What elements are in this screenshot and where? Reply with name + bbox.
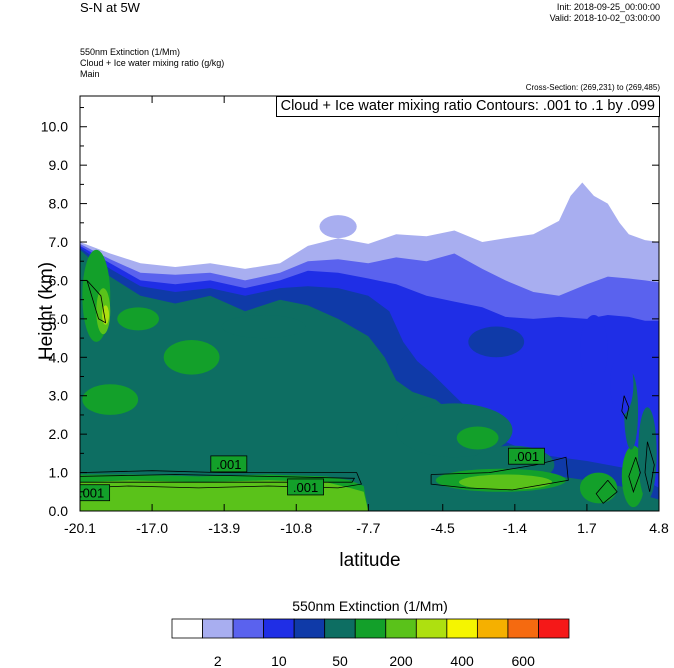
colorbar-swatch-6 bbox=[354, 618, 387, 639]
extinction-blob-10 bbox=[459, 474, 553, 490]
y-axis-label: Height (km) bbox=[36, 261, 57, 361]
contour-layer: .001 .001 .001 .001 bbox=[79, 280, 655, 504]
axes: -20.1 -17.0 -13.9 -10.8 -7.7 -4.5 -1.4 1.7 4.8 0.… bbox=[41, 96, 669, 536]
run-times: Init: 2018-09-25_00:00:00 Valid: 2018-10… bbox=[550, 2, 660, 24]
contour-label-text-1: .001 bbox=[293, 480, 318, 495]
colorbar-label-3: 200 bbox=[389, 653, 413, 668]
mixing-ratio-contour-4 bbox=[621, 395, 630, 420]
contour-label-box-3 bbox=[508, 447, 545, 465]
mixing-ratio-contour-0 bbox=[80, 470, 362, 489]
init-time: Init: 2018-09-25_00:00:00 bbox=[556, 2, 660, 12]
colorbar: 2 10 50 200 400 600 bbox=[171, 618, 570, 668]
extinction-blob-11 bbox=[579, 472, 618, 504]
x-tick-label-0: -20.1 bbox=[64, 520, 96, 536]
mixing-ratio-contour-1 bbox=[80, 474, 356, 483]
mixing-ratio-contour-3 bbox=[86, 280, 107, 324]
colorbar-swatch-10 bbox=[476, 618, 509, 639]
contour-label-box-0 bbox=[210, 455, 248, 473]
mixing-ratio-contour-6 bbox=[595, 480, 618, 504]
extinction-blob-15 bbox=[579, 315, 608, 385]
x-tick-label-6: -1.4 bbox=[503, 520, 527, 536]
extinction-blob-16 bbox=[610, 353, 634, 415]
extinction-blob-7 bbox=[456, 426, 499, 450]
near-surface-band bbox=[80, 489, 225, 511]
extinction-blob-13 bbox=[638, 407, 657, 500]
y-tick-label-7: 7.0 bbox=[49, 234, 69, 250]
x-tick-label-1: -17.0 bbox=[136, 520, 168, 536]
x-tick-label-8: 4.8 bbox=[649, 520, 669, 536]
colorbar-swatch-3 bbox=[263, 618, 295, 639]
field-domain: Main bbox=[80, 69, 100, 79]
y-tick-label-4: 4.0 bbox=[49, 349, 69, 365]
extinction-band-7 bbox=[80, 480, 659, 511]
valid-time: Valid: 2018-10-02_03:00:00 bbox=[549, 13, 660, 23]
x-tick-label-3: -10.8 bbox=[280, 520, 312, 536]
contour-label-box-1 bbox=[287, 478, 324, 496]
extinction-blob-4 bbox=[82, 384, 139, 415]
contour-label-text-0: .001 bbox=[216, 457, 241, 472]
field-extinction: 550nm Extinction (1/Mm) bbox=[80, 47, 181, 57]
y-tick-label-3: 3.0 bbox=[49, 388, 69, 404]
extinction-blob-2 bbox=[102, 305, 110, 325]
extinction-blob-18 bbox=[468, 326, 525, 358]
y-tick-label-9: 9.0 bbox=[49, 157, 69, 173]
y-tick-label-0: 0.0 bbox=[49, 503, 69, 519]
plot-area bbox=[80, 96, 659, 511]
extinction-blob-19 bbox=[221, 315, 306, 339]
x-tick-label-2: -13.9 bbox=[208, 520, 240, 536]
mixing-ratio-contour-2 bbox=[430, 456, 569, 491]
colorbar-label-1: 10 bbox=[271, 653, 287, 668]
colorbar-swatch-5 bbox=[324, 618, 356, 639]
y-tick-label-10: 10.0 bbox=[41, 119, 68, 135]
contour-label-box-2 bbox=[80, 484, 111, 502]
contour-info-box: Cloud + Ice water mixing ratio Contours:… bbox=[275, 96, 660, 117]
extinction-blob-5 bbox=[117, 307, 160, 331]
colorbar-swatch-12 bbox=[538, 618, 570, 639]
x-tick-label-5: -4.5 bbox=[431, 520, 455, 536]
colorbar-swatch-2 bbox=[232, 618, 265, 639]
colorbar-swatch-8 bbox=[415, 618, 448, 639]
colorbar-swatch-9 bbox=[446, 618, 478, 639]
mixing-ratio-contour-5 bbox=[644, 441, 655, 492]
extinction-band-5 bbox=[80, 249, 659, 511]
field-list: 550nm Extinction (1/Mm) Cloud + Ice wate… bbox=[80, 47, 224, 80]
colorbar-label-5: 600 bbox=[512, 653, 536, 668]
x-tick-label-7: 1.7 bbox=[577, 520, 597, 536]
colorbar-title: 550nm Extinction (1/Mm) bbox=[292, 598, 448, 614]
x-tick-label-4: -7.7 bbox=[356, 520, 380, 536]
colorbar-swatch-4 bbox=[293, 618, 326, 639]
colorbar-swatch-1 bbox=[202, 618, 234, 639]
y-tick-label-2: 2.0 bbox=[49, 426, 69, 442]
colorbar-swatch-0 bbox=[171, 618, 203, 639]
colorbar-swatch-11 bbox=[507, 618, 539, 639]
extinction-blob-17 bbox=[319, 215, 357, 239]
colorbar-label-0: 2 bbox=[214, 653, 222, 668]
y-tick-label-5: 5.0 bbox=[49, 311, 69, 327]
y-tick-label-6: 6.0 bbox=[49, 272, 69, 288]
colorbar-swatch-7 bbox=[385, 618, 417, 639]
mixing-ratio-contour-7 bbox=[628, 457, 641, 494]
field-mixing-ratio: Cloud + Ice water mixing ratio (g/kg) bbox=[80, 58, 225, 68]
cross-section-label: Cross-Section: (269,231) to (269,485) bbox=[525, 83, 660, 92]
contour-label-text-2: .001 bbox=[79, 486, 104, 501]
colorbar-label-2: 50 bbox=[332, 653, 348, 668]
y-tick-label-8: 8.0 bbox=[49, 196, 69, 212]
extinction-blob-3 bbox=[163, 340, 220, 375]
chart-title: S-N at 5W bbox=[80, 0, 140, 15]
colorbar-label-4: 400 bbox=[450, 653, 474, 668]
x-axis-label: latitude bbox=[339, 550, 401, 571]
y-tick-label-1: 1.0 bbox=[49, 465, 69, 481]
contour-label-text-3: .001 bbox=[514, 449, 539, 464]
